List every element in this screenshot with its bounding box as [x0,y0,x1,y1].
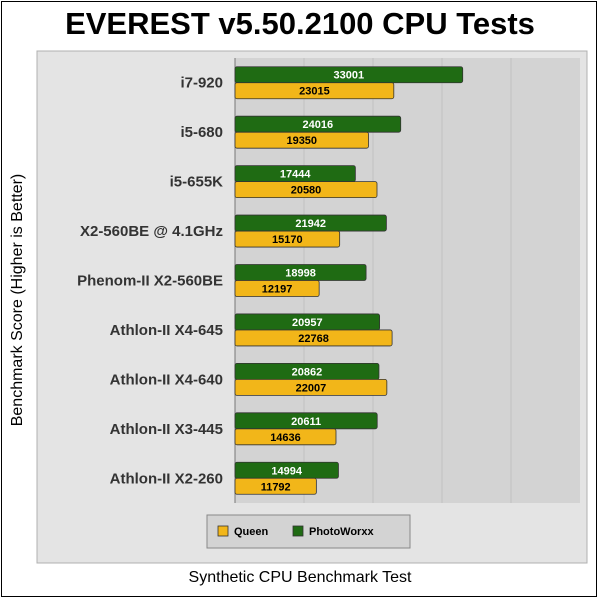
legend-swatch [217,525,229,537]
category-label: Athlon-II X4-645 [110,322,223,339]
data-label: 14994 [271,465,302,477]
category-label: Phenom-II X2-560BE [77,273,223,290]
bar-queen [234,230,341,248]
data-label: 11792 [261,481,291,493]
data-label: 22768 [298,333,329,345]
data-label: 33001 [334,70,365,82]
data-label: 12197 [262,284,293,296]
legend-label: PhotoWorxx [309,526,374,538]
bar-queen [234,181,378,199]
bar-queen [234,82,395,100]
category-label: Athlon-II X2-260 [110,470,223,487]
data-label: 20611 [291,416,321,428]
legend-box [206,514,411,549]
data-label: 22007 [296,382,327,394]
category-label: X2-560BE @ 4.1GHz [80,223,223,240]
bar-queen [234,428,337,446]
bar-queen [234,477,317,495]
data-label: 20957 [292,317,323,329]
data-label: 21942 [295,218,326,230]
bar-queen [234,378,388,396]
data-label: 18998 [285,268,316,280]
legend-swatch [292,525,304,537]
data-label: 24016 [303,119,334,131]
data-label: 19350 [286,135,317,147]
category-label: i5-655K [170,174,224,191]
data-label: 17444 [280,169,311,181]
chart-title: EVEREST v5.50.2100 CPU Tests [65,6,535,41]
data-label: 20862 [292,366,323,378]
data-label: 20580 [291,185,322,197]
bar-queen [234,280,320,297]
data-label: 23015 [299,86,330,98]
bar-queen [234,131,369,149]
category-label: Athlon-II X4-640 [110,371,223,388]
category-label: i7-920 [180,75,223,92]
legend-label: Queen [234,526,269,538]
x-axis-label: Synthetic CPU Benchmark Test [188,569,412,586]
category-label: i5-680 [180,124,223,141]
data-label: 14636 [270,432,301,444]
category-label: Athlon-II X3-445 [110,421,223,438]
bar-queen [234,329,393,347]
data-label: 15170 [272,234,303,246]
